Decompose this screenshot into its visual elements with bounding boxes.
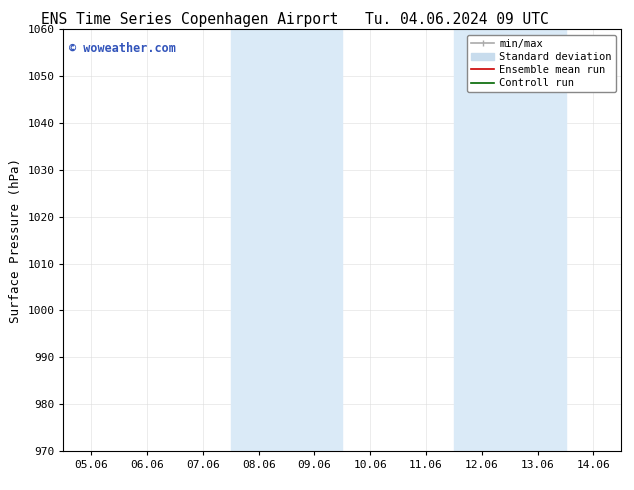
Text: © woweather.com: © woweather.com: [69, 42, 176, 55]
Legend: min/max, Standard deviation, Ensemble mean run, Controll run: min/max, Standard deviation, Ensemble me…: [467, 35, 616, 92]
Bar: [454, 29, 566, 451]
Text: ENS Time Series Copenhagen Airport: ENS Time Series Copenhagen Airport: [41, 12, 339, 27]
Text: Tu. 04.06.2024 09 UTC: Tu. 04.06.2024 09 UTC: [365, 12, 548, 27]
Bar: [231, 29, 342, 451]
Y-axis label: Surface Pressure (hPa): Surface Pressure (hPa): [9, 158, 22, 322]
